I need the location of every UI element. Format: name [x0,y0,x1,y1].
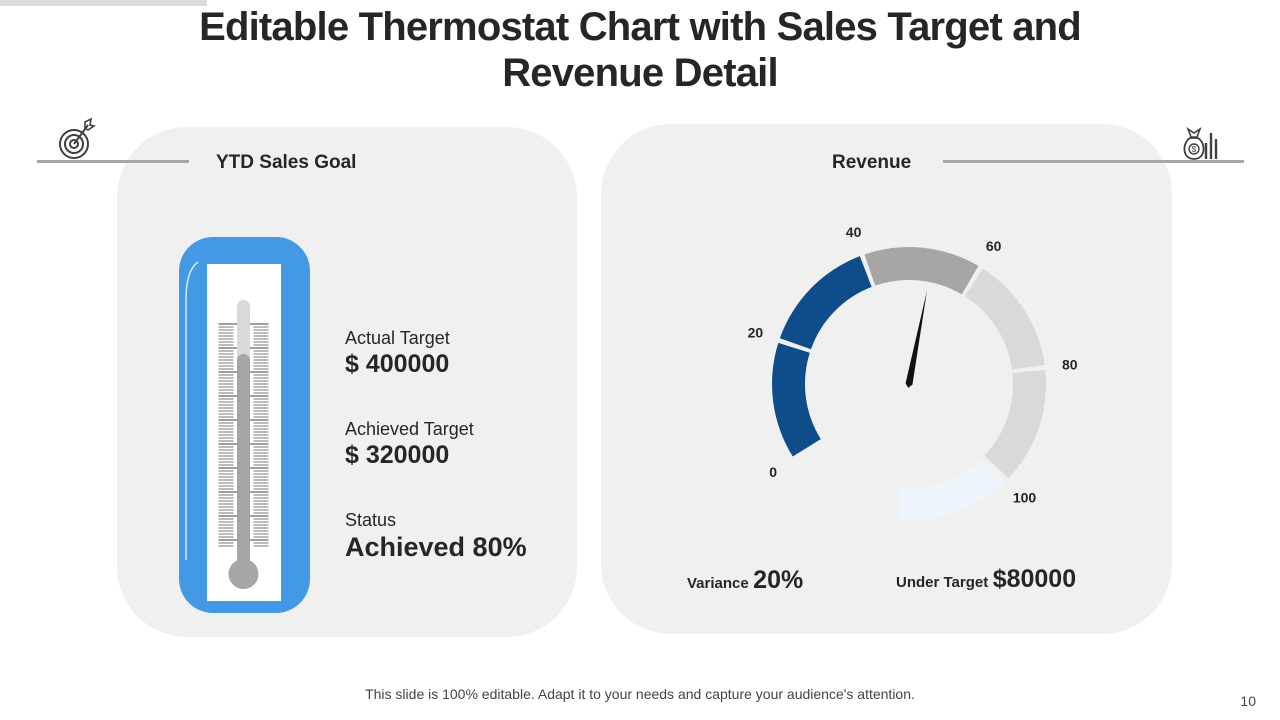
slide-title-line-1: Editable Thermostat Chart with Sales Tar… [199,5,1082,49]
under-target-value: $80000 [992,565,1077,593]
actual-target-label: Actual Target [345,328,450,348]
gauge-segment-0 [772,342,821,457]
sales-goal-heading: YTD Sales Goal [216,152,357,173]
slide-title-line-2: Revenue Detail [502,51,778,95]
revenue-heading: Revenue [832,152,912,173]
gauge-segment-3 [964,268,1045,370]
target-dart-icon [55,115,97,161]
gauge-segment-2 [864,246,979,295]
variance-label: Variance [687,575,749,592]
top-accent-bar [0,0,207,6]
money-bag-chart-icon: $ [1180,123,1220,163]
page-number: 10 [1240,693,1256,709]
gauge-tick-labels: 0 20 40 60 80 100 [748,224,1078,506]
gauge-segment-5 [897,458,1005,521]
under-target-label: Under Target [896,574,989,591]
variance-kpi: Variance 20% [687,566,803,595]
left-heading-rule [37,160,189,163]
actual-target-value: $ 400000 [345,350,450,378]
gauge-segment-1 [779,256,872,350]
variance-value: 20% [753,566,804,594]
gauge-needle [905,290,927,388]
achieved-target-label: Achieved Target [345,419,474,439]
gauge-tick-label-60: 60 [986,238,1002,254]
gauge-tick-label-20: 20 [748,325,764,341]
under-target-kpi: Under Target $80000 [896,565,1076,594]
gauge-tick-label-40: 40 [846,224,862,240]
svg-text:$: $ [1192,145,1197,154]
status-label: Status [345,510,397,530]
thermometer-bulb [228,559,259,589]
status-value: Achieved 80% [345,532,527,562]
gauge-segment-4 [984,369,1046,479]
revenue-panel [601,124,1172,634]
slide-title: Editable Thermostat Chart with Sales Tar… [140,4,1140,96]
gauge-tick-label-0: 0 [769,464,777,480]
right-heading-rule [943,160,1244,163]
thermometer-scale-ticks [218,323,269,547]
gauge-segments [772,246,1046,521]
gauge-tick-label-100: 100 [1013,490,1037,506]
thermometer-mercury [237,354,250,570]
achieved-target-value: $ 320000 [345,441,450,469]
gauge-tick-label-80: 80 [1062,356,1078,372]
footer-note: This slide is 100% editable. Adapt it to… [365,686,915,702]
